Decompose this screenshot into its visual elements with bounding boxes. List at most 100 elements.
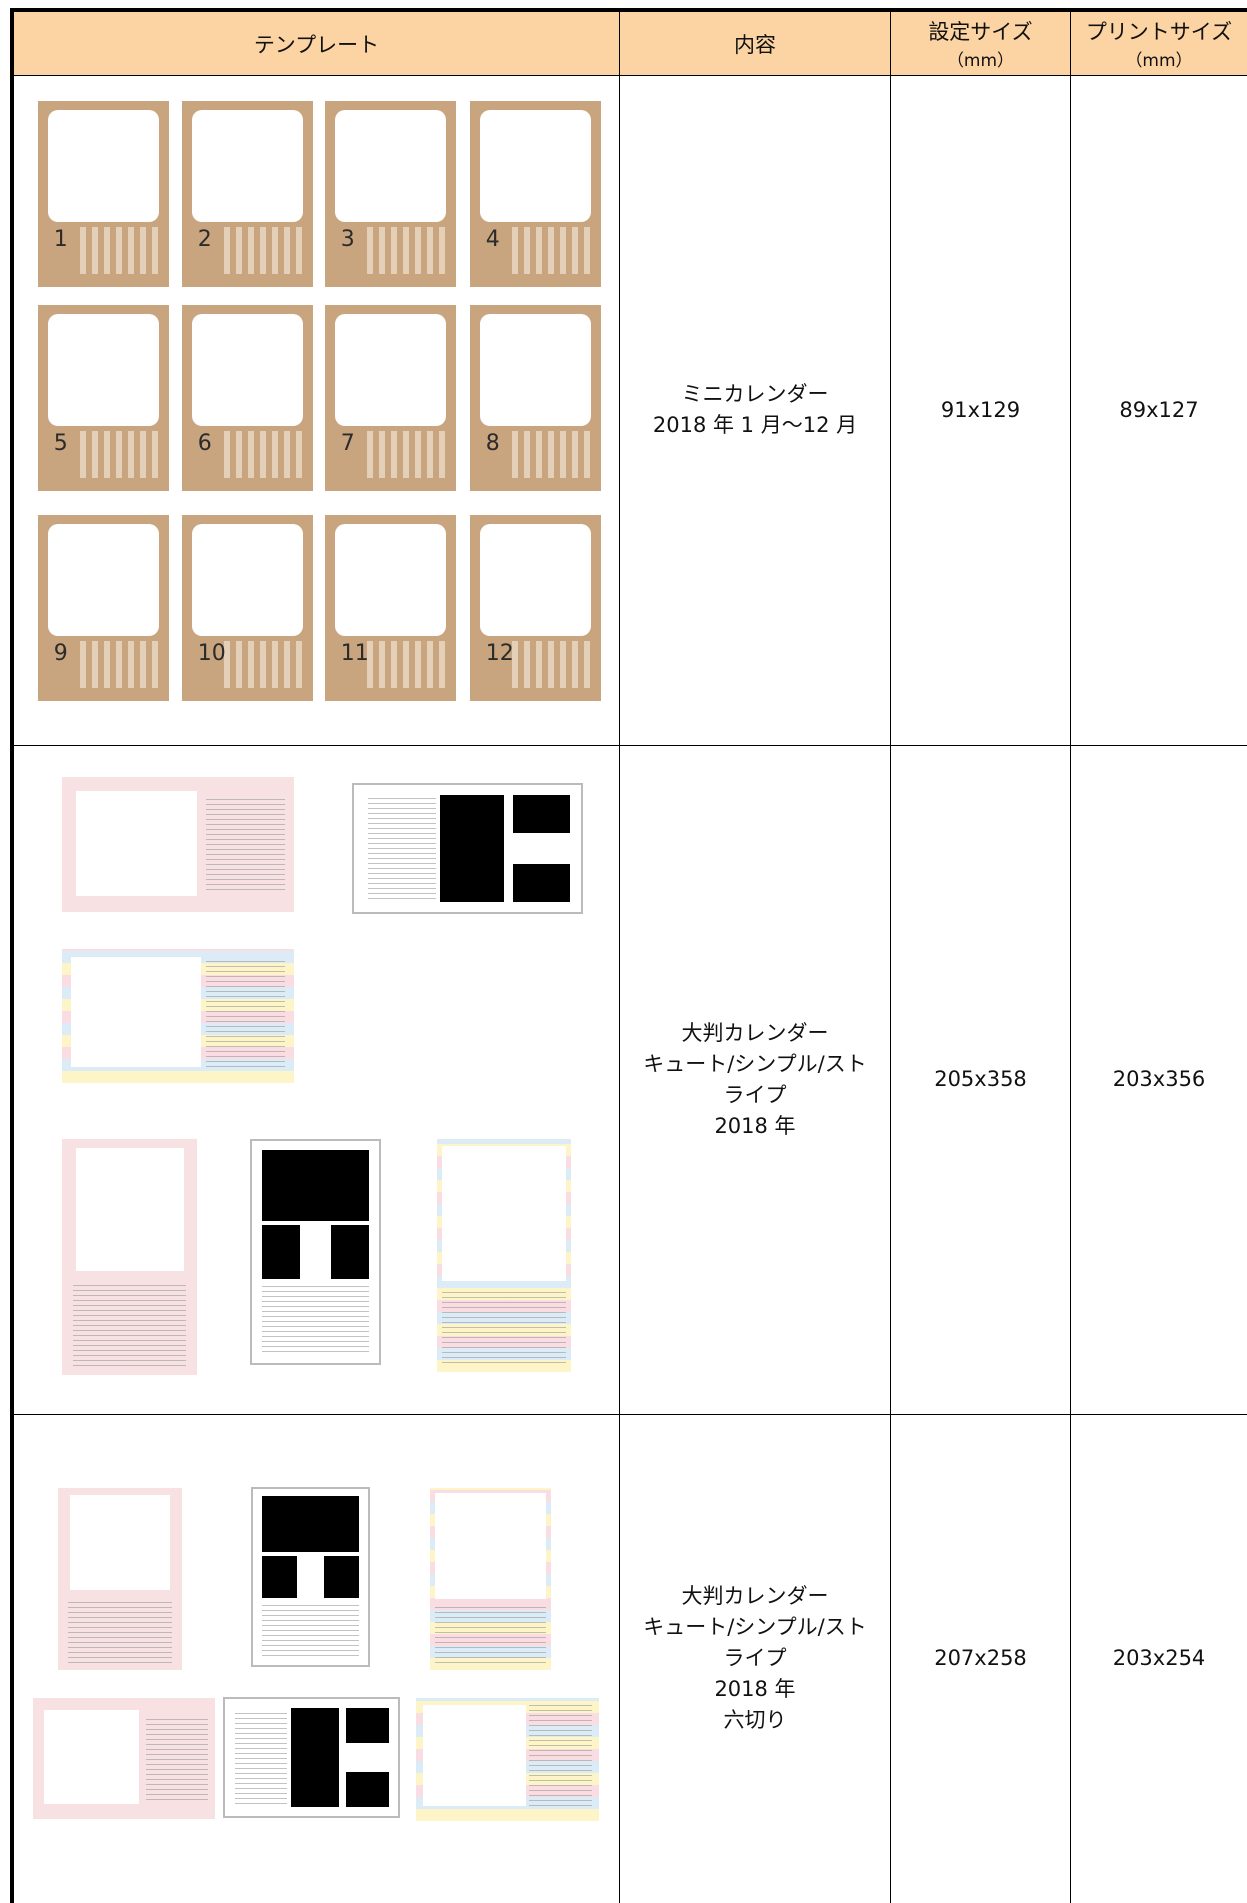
photo-area xyxy=(324,1555,359,1599)
photo-area xyxy=(75,790,197,896)
calendar-grid xyxy=(511,227,594,274)
template-thumbnail xyxy=(62,1139,197,1375)
content-cell: 大判カレンダー キュート/シンプル/スト ライプ 2018 年六切り xyxy=(620,1414,890,1903)
photo-area xyxy=(335,524,446,636)
calendar-grid xyxy=(235,1710,288,1805)
header-template: テンプレート xyxy=(14,12,619,75)
content-line: 2018 年 1 月～12 月 xyxy=(652,413,858,437)
photo-area xyxy=(480,110,591,222)
month-number: 8 xyxy=(485,431,500,457)
photo-area xyxy=(434,1493,547,1599)
content-line: ライプ xyxy=(723,1082,787,1107)
photo-area xyxy=(48,110,159,222)
month-number: 9 xyxy=(53,641,68,667)
calendar-grid xyxy=(223,641,306,688)
photo-area xyxy=(480,524,591,636)
template-thumbnail xyxy=(58,1488,182,1670)
header-text: 設定サイズ xyxy=(928,20,1033,44)
month-number: 2 xyxy=(197,227,212,253)
calendar-grid xyxy=(79,431,162,478)
template-thumbnail xyxy=(250,1139,381,1365)
set-size-cell: 205x358 xyxy=(934,1067,1027,1091)
content-line: 大判カレンダー xyxy=(681,1584,829,1608)
print-size-cell: 203x356 xyxy=(1112,1067,1206,1091)
photo-area xyxy=(330,1225,369,1279)
photo-area xyxy=(262,1496,359,1553)
photo-area xyxy=(43,1710,139,1805)
month-card: 3 xyxy=(325,101,456,287)
print-size-cell: 203x254 xyxy=(1112,1646,1206,1670)
header-text: プリントサイズ xyxy=(1085,20,1233,44)
month-number: 11 xyxy=(340,641,369,667)
photo-area xyxy=(262,1149,369,1221)
month-card: 6 xyxy=(182,305,313,491)
month-number: 1 xyxy=(53,227,68,253)
template-thumbnail xyxy=(430,1488,551,1670)
header-set-size: 設定サイズ （mm） xyxy=(891,12,1070,75)
photo-area xyxy=(192,314,303,426)
left-border xyxy=(10,8,14,1903)
content-line: ライプ xyxy=(723,1646,787,1670)
month-number: 12 xyxy=(485,641,514,667)
calendar-grid xyxy=(205,957,285,1067)
photo-area xyxy=(71,957,202,1067)
header-content: 内容 xyxy=(620,12,890,75)
month-card: 1 xyxy=(38,101,169,287)
photo-area xyxy=(442,1145,566,1282)
template-thumbnail xyxy=(416,1698,599,1821)
photo-area xyxy=(423,1705,526,1807)
photo-area xyxy=(290,1708,340,1807)
calendar-grid xyxy=(529,1705,592,1807)
month-card: 12 xyxy=(470,515,601,701)
photo-area xyxy=(262,1225,301,1279)
month-card: 5 xyxy=(38,305,169,491)
col-line xyxy=(619,12,620,1903)
header-text: テンプレート xyxy=(253,32,380,57)
month-number: 6 xyxy=(197,431,212,457)
header-unit: （mm） xyxy=(946,51,1015,71)
top-border xyxy=(10,8,1247,12)
photo-area xyxy=(262,1555,297,1599)
content-line: 大判カレンダー xyxy=(681,1020,829,1045)
template-thumbnail xyxy=(62,949,294,1083)
template-thumbnail xyxy=(223,1697,400,1818)
month-number: 5 xyxy=(53,431,68,457)
calendar-grid xyxy=(262,1285,369,1352)
month-card: 8 xyxy=(470,305,601,491)
template-thumbnail xyxy=(33,1698,215,1819)
month-card: 2 xyxy=(182,101,313,287)
content-line: キュート/シンプル/スト xyxy=(643,1051,867,1076)
header-unit: （mm） xyxy=(1125,51,1193,71)
content-line: キュート/シンプル/スト xyxy=(643,1615,867,1639)
content-cell: 大判カレンダー キュート/シンプル/スト ライプ 2018 年 xyxy=(620,745,890,1414)
photo-area xyxy=(346,1771,390,1807)
calendar-grid xyxy=(223,431,306,478)
calendar-grid xyxy=(205,795,285,891)
calendar-grid xyxy=(434,1604,547,1663)
photo-area xyxy=(192,524,303,636)
set-size-cell: 91x129 xyxy=(940,397,1021,422)
col-line xyxy=(890,12,891,1903)
month-card: 7 xyxy=(325,305,456,491)
calendar-grid xyxy=(511,431,594,478)
photo-area xyxy=(192,110,303,222)
photo-area xyxy=(440,795,504,902)
month-card: 10 xyxy=(182,515,313,701)
row-line xyxy=(10,1414,1247,1415)
calendar-grid xyxy=(79,227,162,274)
calendar-grid xyxy=(223,227,306,274)
month-number: 10 xyxy=(197,641,226,667)
photo-area xyxy=(335,314,446,426)
calendar-grid xyxy=(442,1288,566,1363)
calendar-grid xyxy=(72,1285,187,1366)
content-line: 六切り xyxy=(723,1708,787,1732)
photo-area xyxy=(480,314,591,426)
template-thumbnail xyxy=(352,783,583,914)
content-cell: ミニカレンダー 2018 年 1 月～12 月 xyxy=(620,75,890,745)
template-thumbnail xyxy=(437,1139,571,1372)
calendar-grid xyxy=(366,227,449,274)
row-line xyxy=(10,745,1247,746)
header-print-size: プリントサイズ （mm） xyxy=(1071,12,1247,75)
photo-area xyxy=(346,1708,390,1744)
